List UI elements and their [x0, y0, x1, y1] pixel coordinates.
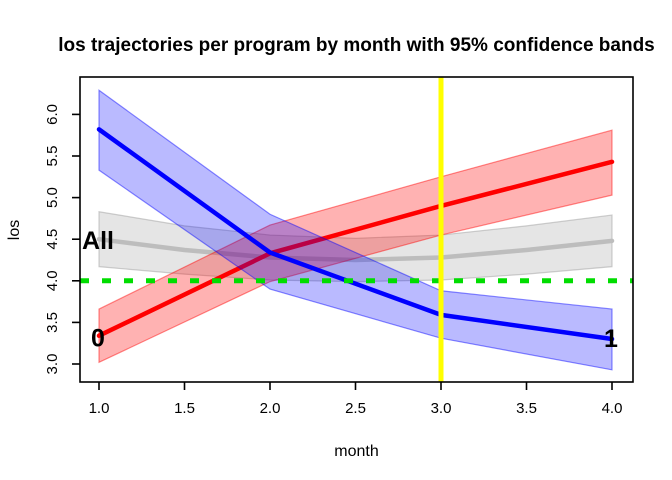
program-0-trajectory-line	[96, 159, 615, 338]
y-axis-tick-label: 4.5	[44, 229, 61, 250]
y-axis-tick-label: 4.0	[44, 270, 61, 291]
all-programs-confidence-band	[98, 211, 613, 283]
x-axis-tick-label: 3.5	[516, 400, 537, 417]
all-programs-label: All	[82, 227, 114, 255]
x-axis-tick-label: 1.0	[89, 400, 110, 417]
program-1-confidence-band	[98, 89, 613, 371]
x-axis-label: month	[334, 443, 378, 460]
x-axis-tick-label: 3.0	[431, 400, 452, 417]
y-axis-label: los	[6, 220, 23, 240]
program-1-trajectory-line	[96, 127, 615, 342]
y-axis-tick-label: 3.5	[44, 312, 61, 333]
x-axis-tick-label: 2.0	[260, 400, 281, 417]
program-1-label: 1	[604, 325, 618, 353]
x-axis-tick-label: 2.5	[345, 400, 366, 417]
chart-title: los trajectories per program by month wi…	[58, 35, 655, 56]
y-axis-tick-label: 3.0	[44, 354, 61, 375]
program-0-confidence-band	[98, 129, 613, 364]
plot-box	[79, 76, 634, 383]
y-axis-tick-label: 5.0	[44, 187, 61, 208]
y-axis-tick-label: 5.5	[44, 146, 61, 167]
y-axis-tick-label: 6.0	[44, 104, 61, 125]
program-0-label: 0	[91, 324, 105, 352]
x-axis-tick-label: 4.0	[602, 400, 623, 417]
x-axis-tick-label: 1.5	[174, 400, 195, 417]
all-programs-trajectory-line	[96, 236, 615, 263]
